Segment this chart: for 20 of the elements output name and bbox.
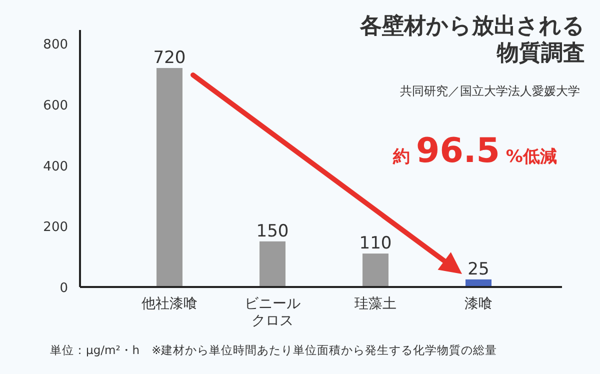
x-tick-label: 漆喰 <box>464 296 492 312</box>
text: 単位：μg/m²・h ※建材から単位時間あたり単位面積から発生する化学物質の総量 <box>50 343 498 357</box>
y-tick-label: 800 <box>43 38 68 53</box>
bar <box>260 241 286 287</box>
bar <box>362 254 388 287</box>
data-label: 720 <box>153 48 186 68</box>
x-tick-label: 珪藻土 <box>354 296 396 312</box>
data-label: 150 <box>256 221 289 242</box>
text: 共同研究／国立大学法人愛媛大学 <box>400 84 580 98</box>
y-tick-label: 400 <box>43 159 68 174</box>
data-label: 110 <box>359 234 392 254</box>
x-tick-label: ビニールクロス <box>244 296 300 329</box>
y-tick-label: 0 <box>60 281 68 296</box>
chart-title: 各壁材から放出される物質調査 <box>359 13 585 66</box>
y-tick-label: 600 <box>43 98 68 114</box>
y-tick-label: 200 <box>43 220 68 236</box>
annotation: 約 96.5 %低減 <box>392 131 557 171</box>
bar <box>156 68 182 287</box>
data-label: 25 <box>468 259 490 280</box>
x-tick-label: 他社漆喰 <box>142 296 198 312</box>
